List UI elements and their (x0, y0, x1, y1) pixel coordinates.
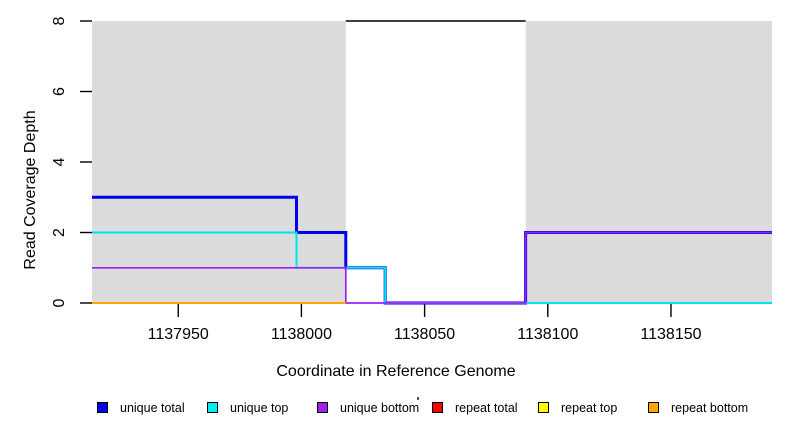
legend-label: repeat top (561, 400, 618, 415)
stray-mark (417, 397, 419, 400)
shaded-region (92, 21, 346, 303)
x-axis-title: Coordinate in Reference Genome (276, 363, 516, 380)
x-tick-label: 1137950 (148, 326, 209, 343)
y-tick-label: 6 (51, 87, 68, 96)
legend-item-unique-total: unique total (97, 400, 185, 415)
legend-item-unique-bottom: unique bottom (317, 400, 420, 415)
legend-label: repeat bottom (671, 400, 749, 415)
y-tick-label: 4 (51, 157, 68, 166)
y-tick-label: 2 (51, 228, 68, 237)
legend-item-unique-top: unique top (207, 400, 289, 415)
y-tick-label: 8 (51, 16, 68, 25)
legend: unique total unique top unique bottom repea… (0, 398, 792, 422)
y-axis-title: Read Coverage Depth (22, 110, 39, 270)
legend-label: unique bottom (340, 400, 420, 415)
x-tick-label: 1138100 (517, 326, 578, 343)
series-unique-bottom (92, 231, 772, 304)
legend-swatch-unique-total (97, 402, 108, 413)
legend-label: unique top (230, 400, 289, 415)
legend-swatch-unique-bottom (317, 402, 328, 413)
legend-swatch-repeat-top (538, 402, 549, 413)
legend-label: repeat total (455, 400, 518, 415)
shaded-region (525, 21, 772, 303)
legend-label: unique total (120, 400, 185, 415)
x-tick-label: 1138050 (394, 326, 455, 343)
legend-swatch-repeat-bottom (648, 402, 659, 413)
x-tick-label: 1138150 (640, 326, 701, 343)
x-tick-label: 1138000 (271, 326, 332, 343)
legend-swatch-unique-top (207, 402, 218, 413)
legend-item-repeat-bottom: repeat bottom (648, 400, 749, 415)
legend-item-repeat-top: repeat top (538, 400, 618, 415)
y-tick-label: 0 (51, 298, 68, 307)
legend-item-repeat-total: repeat total (432, 400, 518, 415)
legend-swatch-repeat-total (432, 402, 443, 413)
